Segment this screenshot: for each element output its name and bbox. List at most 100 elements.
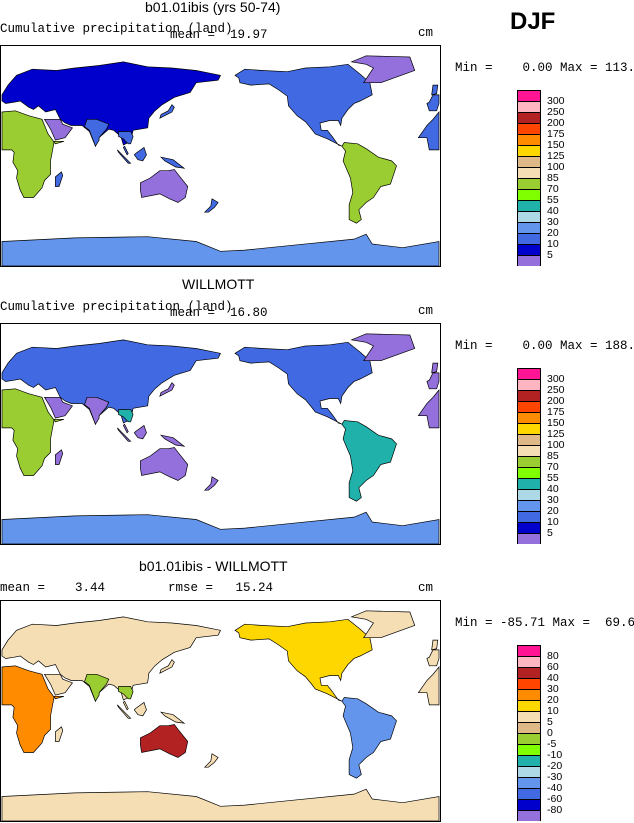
legend-label: 85 <box>547 172 559 184</box>
land-arabia <box>43 396 73 419</box>
legend-label: 30 <box>547 494 559 506</box>
land-australia <box>140 447 189 481</box>
legend-swatch <box>517 167 541 178</box>
panel-2-subtitle: Cumulative precipitation (land) <box>0 300 233 314</box>
panel-1-subtitle: Cumulative precipitation (land) <box>0 22 233 36</box>
legend-swatch <box>517 178 541 189</box>
panel-1-legend: 300 250 200 175 150 125 100 85 70 55 40 30 20 10 5 <box>517 90 565 266</box>
legend-label: 85 <box>547 450 559 462</box>
panel-3-mean: mean = 3.44 <box>0 581 106 595</box>
land-europeW <box>426 372 440 390</box>
legend-swatch <box>517 145 541 156</box>
land-nz <box>203 198 219 213</box>
panel-1-map <box>0 45 441 267</box>
land-japan <box>159 659 175 674</box>
land-malaya <box>122 145 129 156</box>
legend-swatch <box>517 777 541 788</box>
panel-1-units: cm <box>418 26 434 40</box>
land-sumatra <box>117 427 132 442</box>
panel-2-map <box>0 323 441 545</box>
land-greenland <box>350 333 416 362</box>
land-arabia <box>43 118 73 141</box>
legend-label: 200 <box>547 117 565 129</box>
land-newguinea <box>159 156 186 169</box>
land-australia <box>140 724 189 758</box>
legend-swatch <box>517 255 541 266</box>
panel-2-legend: 300 250 200 175 150 125 100 85 70 55 40 30 20 10 5 <box>517 368 565 544</box>
panel-3-units: cm <box>418 581 434 595</box>
legend-label: 5 <box>547 527 553 539</box>
legend-swatch <box>517 722 541 733</box>
legend-swatch <box>517 489 541 500</box>
legend-swatch <box>517 412 541 423</box>
legend-label: 40 <box>547 205 559 217</box>
legend-swatch <box>517 810 541 821</box>
legend-label: 100 <box>547 439 565 451</box>
legend-swatch <box>517 101 541 112</box>
legend-swatch <box>517 244 541 255</box>
land-seasia <box>118 409 134 423</box>
land-samerica <box>341 142 397 224</box>
legend-label: 40 <box>547 483 559 495</box>
land-seasia <box>118 686 134 700</box>
legend-swatch <box>517 222 541 233</box>
panel-3-minmax: Min = -85.71 Max = 69.63 <box>455 616 634 630</box>
legend-swatch <box>517 90 541 101</box>
land-europeW <box>426 649 440 667</box>
legend-label: 20 <box>547 505 559 517</box>
legend-label: -60 <box>547 793 563 805</box>
legend-swatch <box>517 456 541 467</box>
legend-label: 30 <box>547 683 559 695</box>
panel-2-mean: mean = 16.80 <box>170 306 268 320</box>
legend-label: 10 <box>547 516 559 528</box>
legend-swatch <box>517 401 541 412</box>
land-newguinea <box>159 434 186 447</box>
legend-label: 0 <box>547 727 553 739</box>
legend-swatch <box>517 112 541 123</box>
legend-label: 20 <box>547 227 559 239</box>
land-uk <box>431 84 439 96</box>
legend-label: 55 <box>547 472 559 484</box>
land-malaya <box>122 700 129 711</box>
land-namerica <box>234 341 373 425</box>
panel-2-title: WILLMOTT <box>182 276 255 292</box>
land-samerica <box>341 420 397 502</box>
land-nz <box>203 476 219 491</box>
land-africaW <box>417 666 440 706</box>
legend-label: 70 <box>547 183 559 195</box>
legend-label: -40 <box>547 782 563 794</box>
land-africa <box>1 110 65 198</box>
panel-1-title: b01.01ibis (yrs 50-74) <box>145 0 281 15</box>
legend-swatch <box>517 134 541 145</box>
land-africa <box>1 388 65 476</box>
legend-swatch <box>517 711 541 722</box>
land-newguinea <box>159 711 186 724</box>
panel-1-mean: mean = 19.97 <box>170 28 268 42</box>
legend-label: 100 <box>547 161 565 173</box>
land-seasia <box>118 131 134 145</box>
land-borneo <box>133 146 147 162</box>
legend-swatch <box>517 522 541 533</box>
legend-swatch <box>517 511 541 522</box>
legend-label: 250 <box>547 106 565 118</box>
land-japan <box>159 382 175 397</box>
land-antarctica <box>1 788 440 821</box>
legend-label: -10 <box>547 749 563 761</box>
world-map-svg <box>1 333 440 544</box>
legend-swatch <box>517 123 541 134</box>
legend-swatch <box>517 678 541 689</box>
legend-swatch <box>517 233 541 244</box>
legend-swatch <box>517 645 541 656</box>
land-india <box>84 118 110 147</box>
legend-label: 10 <box>547 238 559 250</box>
legend-label: -30 <box>547 771 563 783</box>
panel-3-rmse: rmse = 15.24 <box>168 581 274 595</box>
legend-swatch <box>517 189 541 200</box>
legend-swatch <box>517 156 541 167</box>
panel-3-map <box>0 600 441 822</box>
land-antarctica <box>1 233 440 266</box>
land-sumatra <box>117 149 132 164</box>
land-greenland <box>350 55 416 84</box>
legend-swatch <box>517 445 541 456</box>
legend-label: 250 <box>547 384 565 396</box>
